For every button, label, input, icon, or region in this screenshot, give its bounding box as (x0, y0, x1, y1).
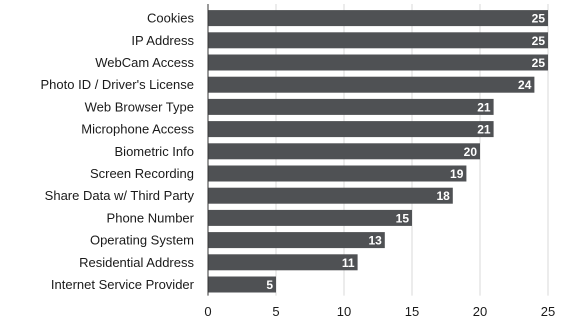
category-label: Operating System (90, 233, 194, 248)
x-tick-label: 15 (405, 304, 419, 319)
bar (208, 165, 467, 182)
x-tick-label: 10 (337, 304, 351, 319)
category-labels: Cookies IP Address WebCam Access Photo ID /… (41, 11, 195, 292)
bar (208, 276, 276, 293)
bar (208, 187, 453, 204)
data-label: 11 (342, 256, 355, 270)
data-label: 25 (532, 12, 546, 26)
x-tick-label: 0 (204, 304, 211, 319)
x-tick-labels: 0 5 10 15 20 25 (204, 304, 555, 319)
category-label: Share Data w/ Third Party (45, 188, 195, 203)
data-label: 24 (518, 78, 532, 92)
data-label: 21 (477, 100, 491, 114)
x-tick-label: 25 (541, 304, 555, 319)
category-label: Photo ID / Driver's License (41, 77, 195, 92)
bar (208, 254, 358, 271)
category-label: Web Browser Type (85, 99, 194, 114)
data-label: 5 (266, 278, 273, 292)
x-tick-label: 20 (473, 304, 487, 319)
data-label: 20 (464, 145, 478, 159)
bars (208, 10, 548, 293)
bar (208, 121, 494, 138)
category-label: WebCam Access (95, 55, 194, 70)
data-label: 21 (477, 123, 491, 137)
category-label: Microphone Access (81, 122, 194, 137)
category-label: Screen Recording (90, 166, 194, 181)
bar (208, 98, 494, 115)
category-label: Internet Service Provider (51, 277, 195, 292)
bar (208, 54, 548, 71)
bar (208, 209, 412, 226)
category-label: IP Address (131, 33, 194, 48)
bar (208, 76, 535, 93)
data-label: 15 (396, 211, 410, 225)
data-label: 13 (368, 234, 382, 248)
bar (208, 232, 385, 249)
data-label: 18 (436, 189, 450, 203)
data-label: 19 (450, 167, 464, 181)
x-tick-label: 5 (272, 304, 279, 319)
category-label: Residential Address (79, 255, 194, 270)
bar (208, 10, 548, 27)
bar (208, 143, 480, 160)
category-label: Cookies (147, 11, 194, 26)
category-label: Biometric Info (115, 144, 194, 159)
data-label: 25 (532, 34, 546, 48)
category-label: Phone Number (107, 210, 195, 225)
bar (208, 32, 548, 49)
data-label: 25 (532, 56, 546, 70)
